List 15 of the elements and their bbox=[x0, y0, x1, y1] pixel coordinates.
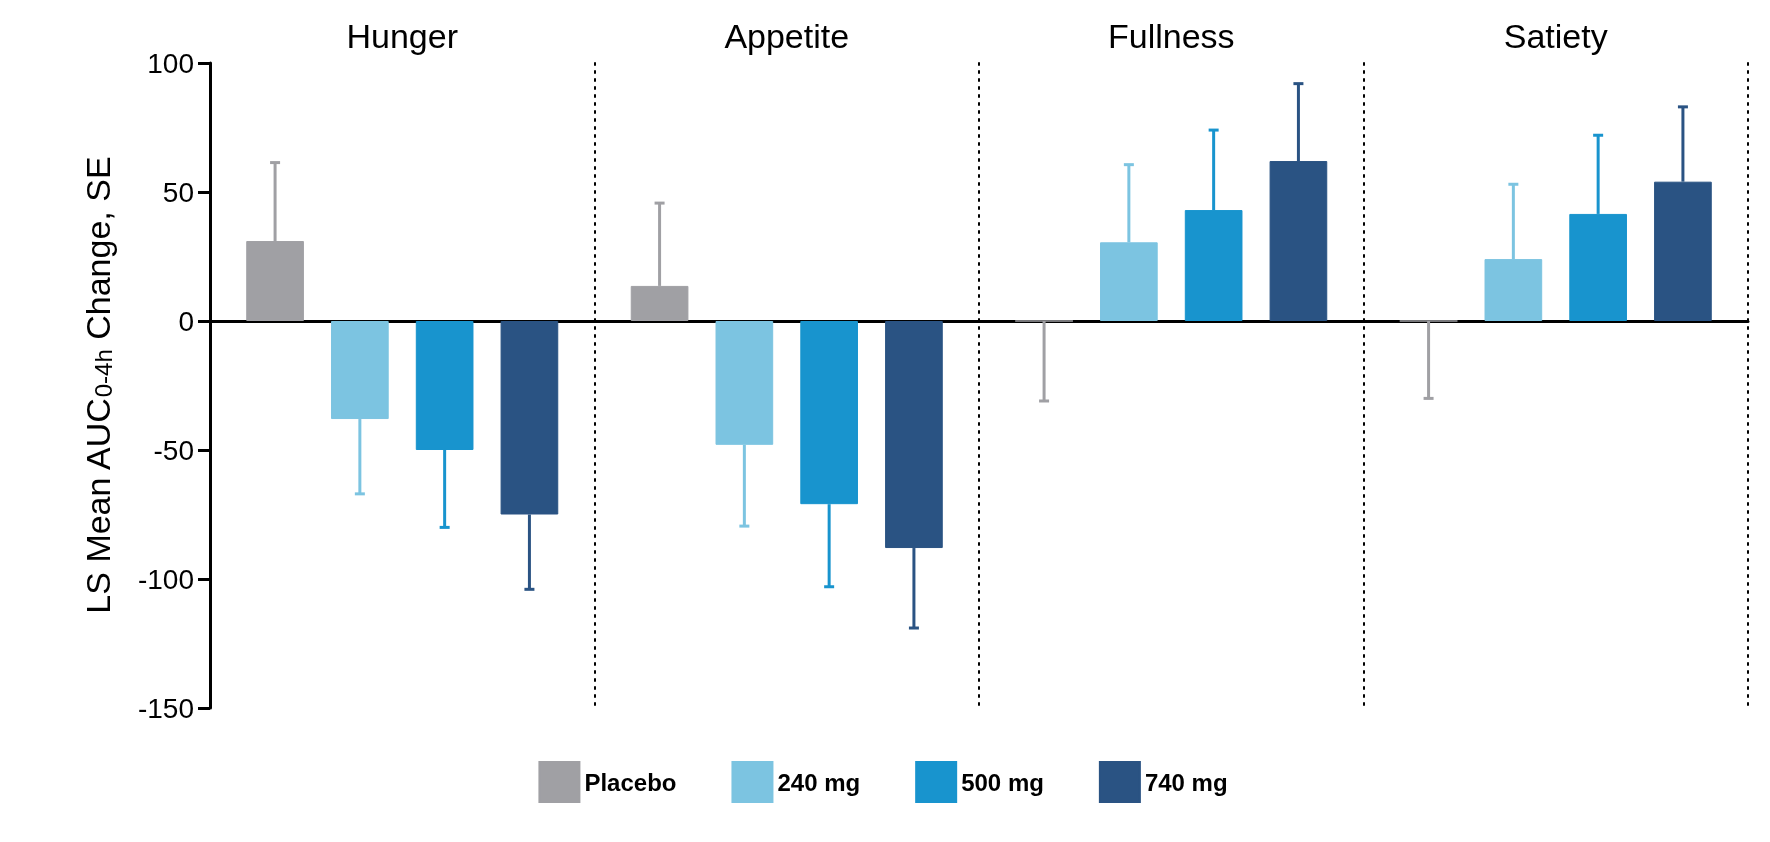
x-tick-label: Hunger bbox=[346, 17, 459, 55]
legend-label: 500 mg bbox=[961, 768, 1044, 796]
x-tick-label: Appetite bbox=[724, 17, 850, 55]
legend-label: Placebo bbox=[584, 768, 677, 796]
legend-label: 740 mg bbox=[1144, 768, 1228, 796]
x-tick-label: Fullness bbox=[1107, 17, 1235, 55]
y-tick-label: 100 bbox=[147, 47, 194, 79]
y-axis-title: LS Mean AUC0-4h Change, SE bbox=[79, 156, 117, 614]
legend-label: 240 mg bbox=[777, 768, 861, 796]
x-tick-label: Satiety bbox=[1503, 17, 1608, 55]
y-tick-label: -100 bbox=[137, 563, 194, 595]
y-tick-label: 0 bbox=[178, 305, 194, 337]
y-tick-label: -150 bbox=[137, 692, 194, 724]
y-tick-label: -50 bbox=[153, 434, 194, 466]
y-tick-label: 50 bbox=[162, 176, 194, 208]
